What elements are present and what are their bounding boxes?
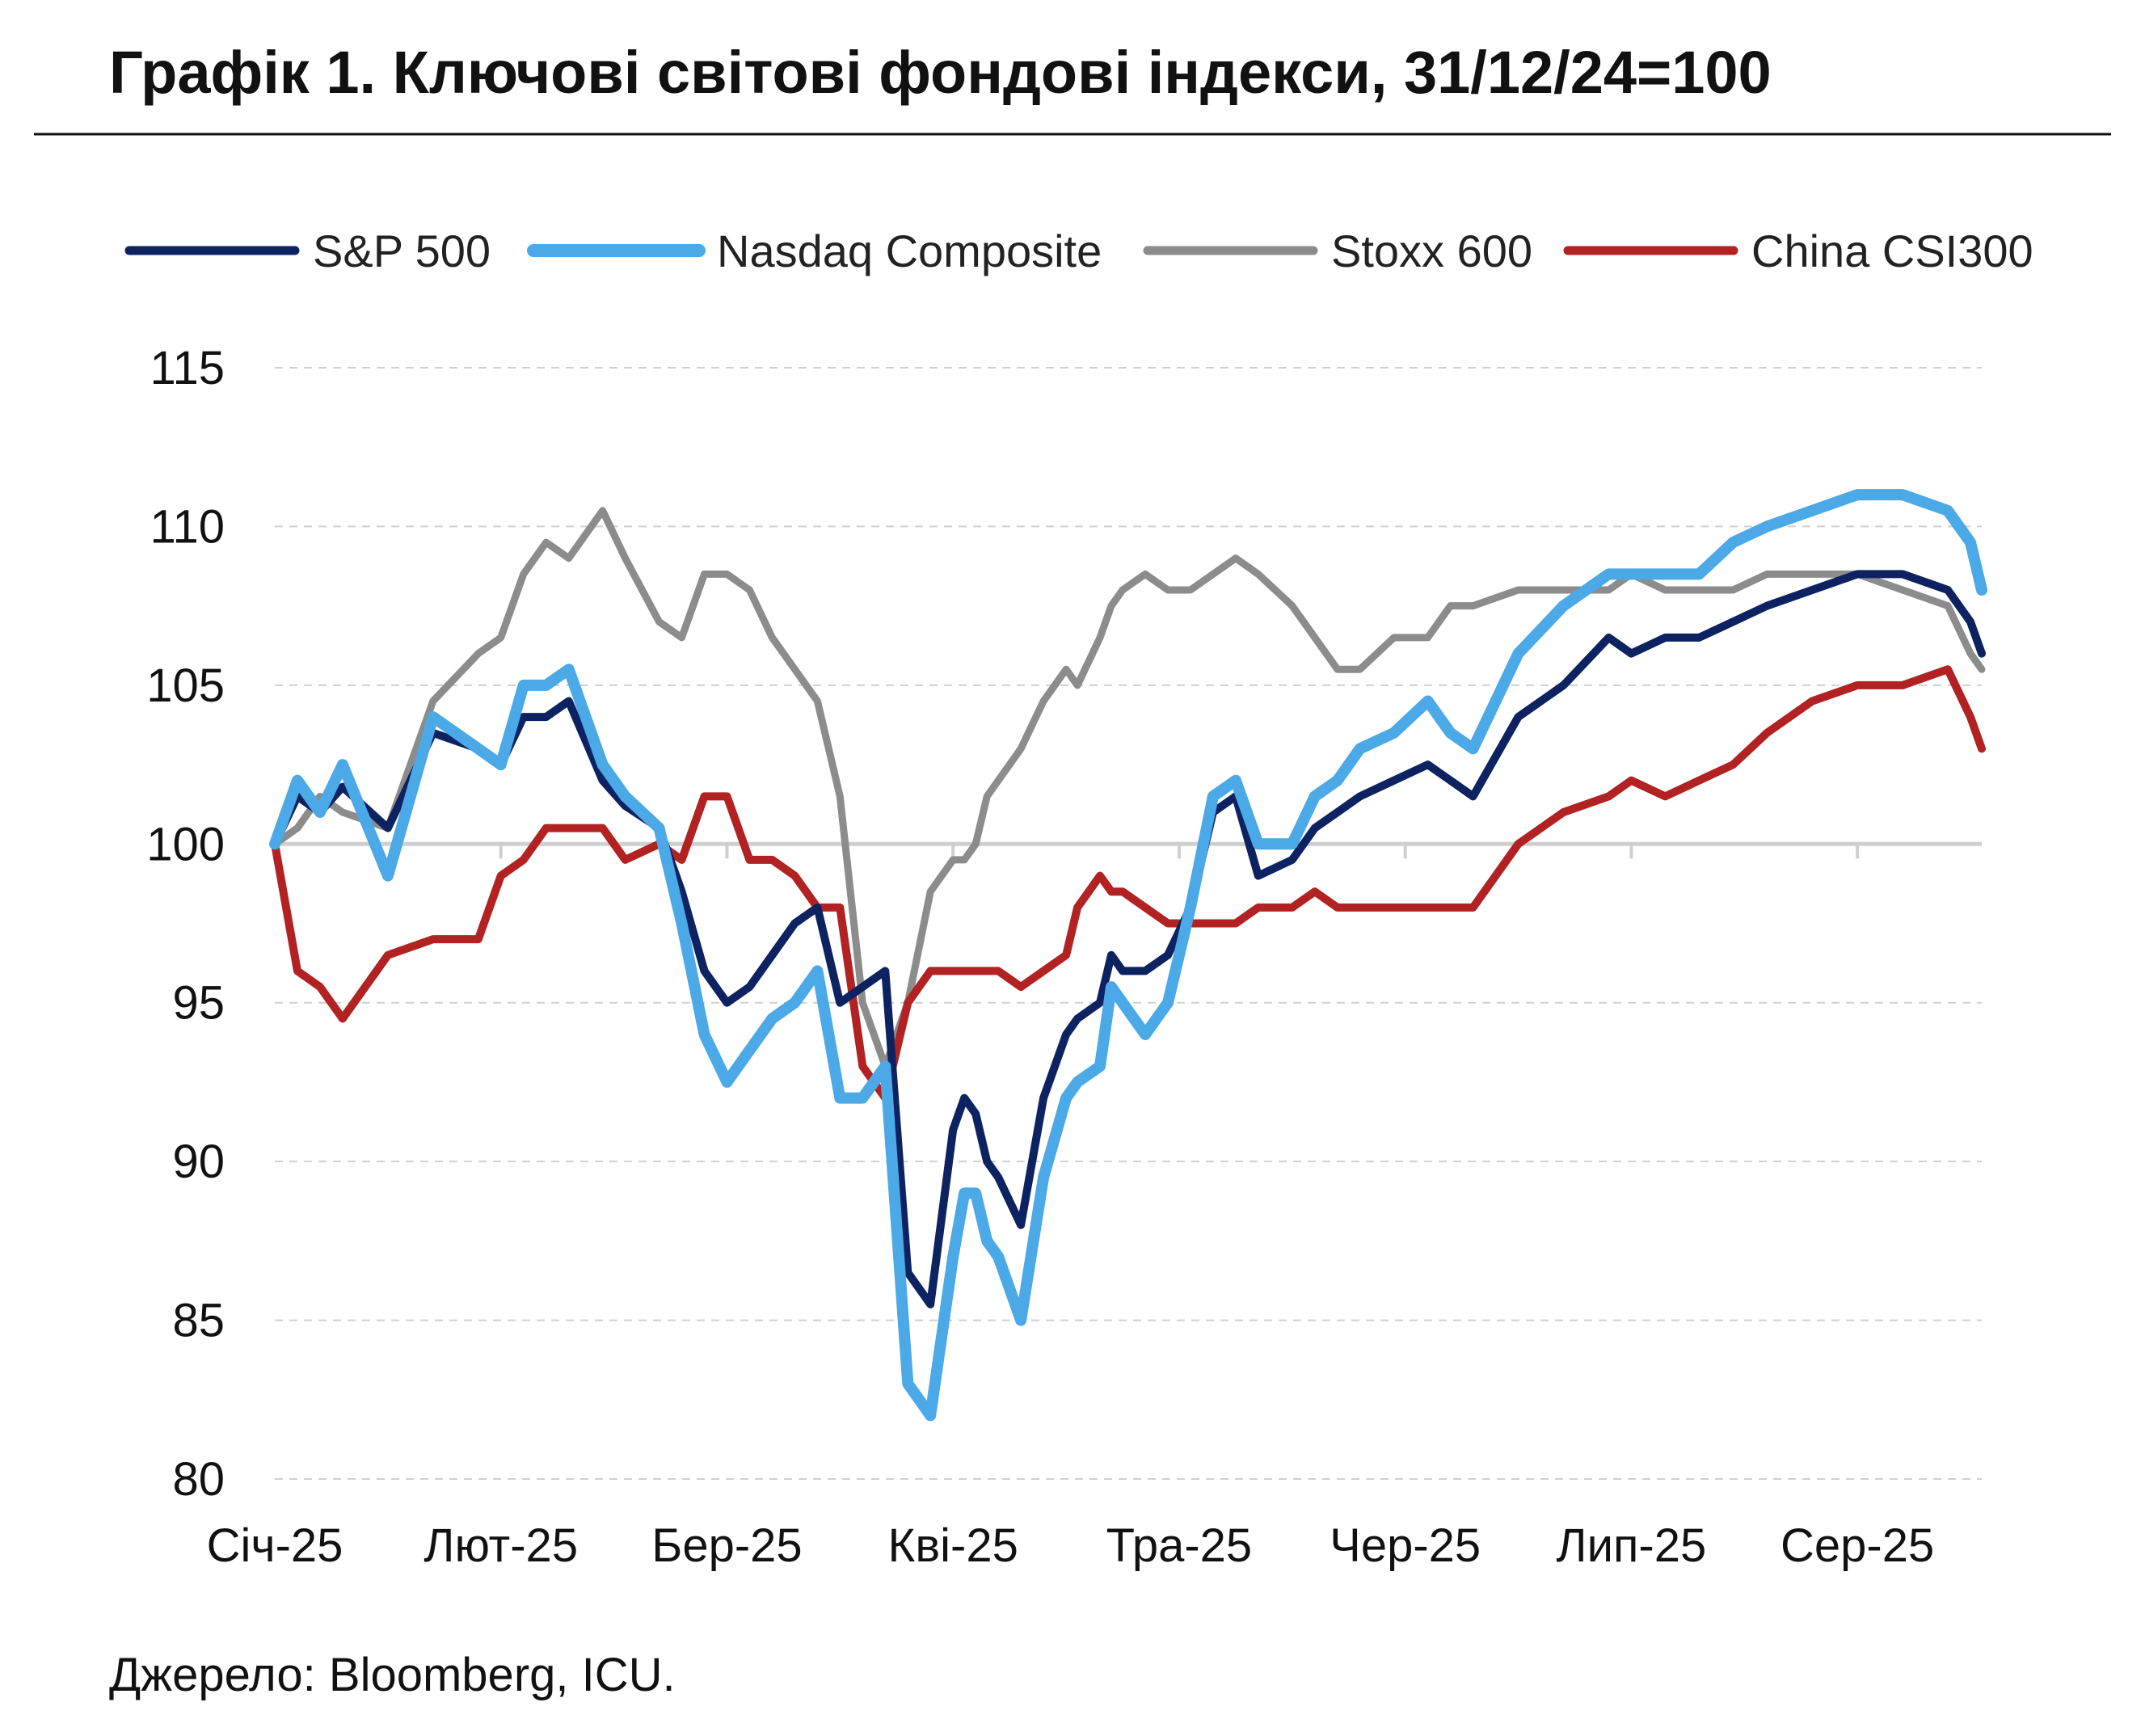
y-tick-label: 95 <box>172 977 225 1030</box>
legend-label: Stoxx 600 <box>1331 225 1532 276</box>
x-tick-label: Кві-25 <box>888 1519 1018 1572</box>
y-tick-label: 105 <box>146 659 225 712</box>
legend-label: Nasdaq Composite <box>717 225 1102 276</box>
x-tick-label: Січ-25 <box>207 1519 343 1572</box>
y-tick-label: 85 <box>172 1295 225 1347</box>
y-tick-label: 80 <box>172 1453 225 1506</box>
y-axis-ticks: 80 85 90 95 100 105 110 115 <box>146 342 225 1506</box>
y-tick-label: 90 <box>172 1136 225 1188</box>
series-lines <box>269 489 1987 1422</box>
legend-label: China CSI300 <box>1751 225 2033 276</box>
x-tick-label: Сер-25 <box>1780 1519 1934 1572</box>
chart-title: Графік 1. Ключові світові фондові індекс… <box>109 39 1772 106</box>
series-line-s-p-500 <box>271 570 1986 1308</box>
x-tick-label: Лип-25 <box>1557 1519 1707 1572</box>
y-tick-label: 100 <box>146 818 225 870</box>
x-tick-label: Лют-25 <box>424 1519 578 1572</box>
gridlines <box>275 367 1982 1480</box>
y-tick-label: 115 <box>150 342 225 394</box>
legend: S&P 500 Nasdaq Composite Stoxx 600 China CS… <box>124 225 2033 276</box>
x-tick-label: Чер-25 <box>1330 1519 1481 1572</box>
x-axis: Січ-25 Лют-25 Бер-25 Кві-25 Тра-25 Чер-25 Лип-… <box>207 841 1982 1572</box>
y-tick-label: 110 <box>150 500 225 553</box>
x-tick-label: Бер-25 <box>651 1519 802 1572</box>
series-line-stoxx-600 <box>271 507 1986 1070</box>
series-line-nasdaq-composite <box>269 489 1987 1422</box>
source-note: Джерело: Bloomberg, ICU. <box>109 1649 676 1701</box>
series-line-china-csi300 <box>271 665 1986 1102</box>
legend-label: S&P 500 <box>313 225 491 276</box>
x-tick-label: Тра-25 <box>1106 1519 1253 1572</box>
